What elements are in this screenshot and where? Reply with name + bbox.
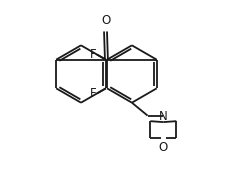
Text: N: N <box>159 110 168 123</box>
Text: F: F <box>90 48 96 61</box>
Text: O: O <box>101 14 110 27</box>
Text: F: F <box>90 87 96 100</box>
Text: O: O <box>159 141 168 154</box>
